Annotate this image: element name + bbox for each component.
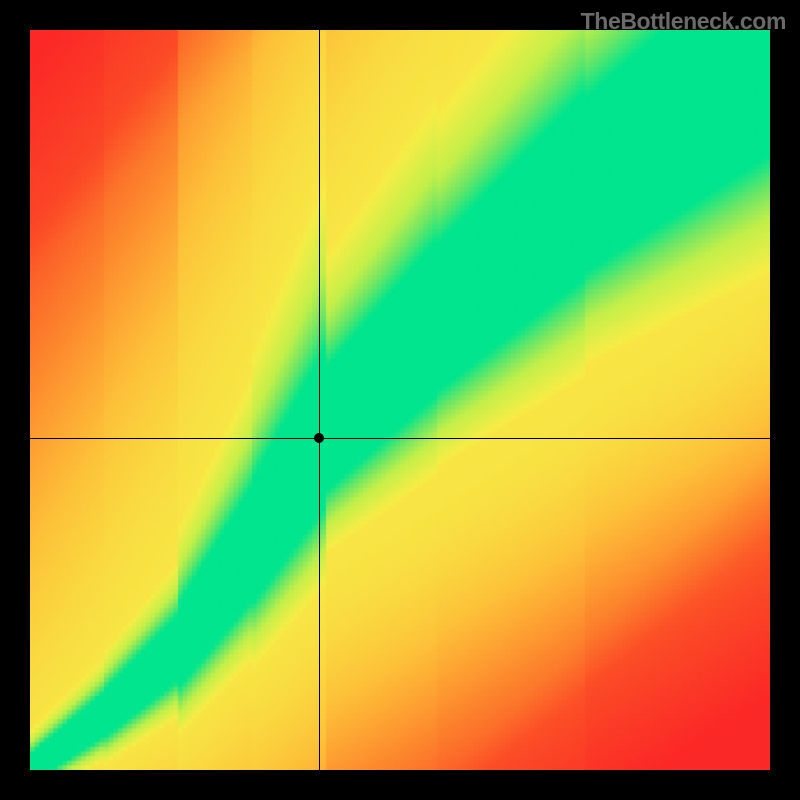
crosshair-horizontal [30, 438, 770, 439]
crosshair-marker [314, 433, 324, 443]
watermark-text: TheBottleneck.com [581, 8, 786, 35]
heatmap-canvas [30, 30, 770, 770]
crosshair-vertical [319, 30, 320, 770]
heatmap-plot [30, 30, 770, 770]
